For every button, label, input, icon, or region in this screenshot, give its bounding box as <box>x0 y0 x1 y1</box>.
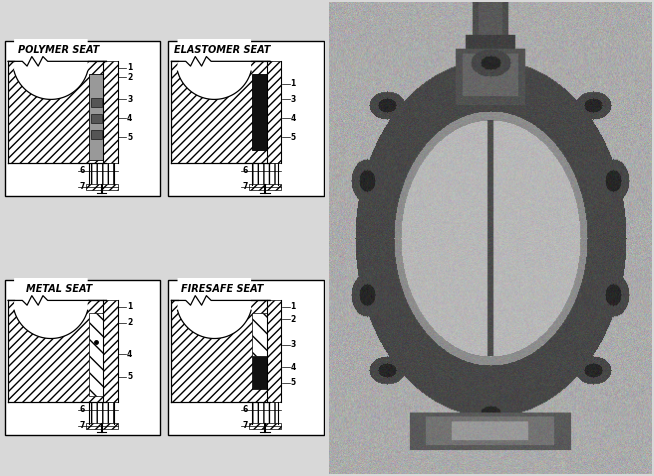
Text: 6: 6 <box>79 166 84 175</box>
Bar <box>90 98 101 108</box>
Polygon shape <box>177 268 251 338</box>
Text: 7: 7 <box>243 421 249 430</box>
Text: FIRESAFE SEAT: FIRESAFE SEAT <box>181 284 264 294</box>
Text: 1: 1 <box>290 79 296 88</box>
Bar <box>267 61 281 163</box>
Bar <box>252 402 278 424</box>
Bar <box>86 184 118 190</box>
Bar <box>252 313 267 356</box>
Bar <box>171 61 270 163</box>
Bar <box>89 163 114 185</box>
Bar <box>249 423 281 429</box>
Text: 3: 3 <box>290 340 296 349</box>
Bar <box>171 300 270 402</box>
Text: 5: 5 <box>290 378 296 387</box>
Text: 5: 5 <box>127 372 132 381</box>
Bar <box>252 356 267 389</box>
Text: METAL SEAT: METAL SEAT <box>26 284 92 294</box>
Polygon shape <box>177 30 251 99</box>
Text: 4: 4 <box>127 350 132 359</box>
Bar <box>8 61 107 163</box>
Text: 3: 3 <box>290 95 296 104</box>
Bar <box>8 300 107 402</box>
Text: 5: 5 <box>127 133 132 142</box>
Bar <box>90 114 101 123</box>
Bar <box>103 300 118 402</box>
Polygon shape <box>14 268 88 338</box>
Bar <box>267 300 281 402</box>
Text: 5: 5 <box>290 133 296 142</box>
Bar <box>89 74 103 160</box>
Text: 6: 6 <box>243 406 248 415</box>
Text: 3: 3 <box>127 95 132 104</box>
Text: 6: 6 <box>79 406 84 415</box>
Text: 1: 1 <box>127 302 132 311</box>
Bar <box>249 184 281 190</box>
Bar <box>90 129 101 139</box>
Bar <box>103 61 118 163</box>
Bar <box>89 313 103 396</box>
Bar <box>89 402 114 424</box>
Bar <box>252 163 278 185</box>
Text: 6: 6 <box>243 166 248 175</box>
Text: 7: 7 <box>79 182 85 191</box>
Text: 4: 4 <box>127 114 132 123</box>
Text: 4: 4 <box>290 114 296 123</box>
Bar <box>86 423 118 429</box>
Text: ELASTOMER SEAT: ELASTOMER SEAT <box>174 45 271 55</box>
Text: 7: 7 <box>243 182 249 191</box>
Text: 1: 1 <box>290 302 296 311</box>
Text: POLYMER SEAT: POLYMER SEAT <box>18 45 99 55</box>
Polygon shape <box>14 30 88 99</box>
Text: 4: 4 <box>290 363 296 372</box>
Text: 1: 1 <box>127 63 132 72</box>
Text: 2: 2 <box>290 315 296 324</box>
Text: 2: 2 <box>127 318 132 327</box>
Bar <box>252 74 267 150</box>
Text: 2: 2 <box>127 73 132 82</box>
Text: 7: 7 <box>79 421 85 430</box>
